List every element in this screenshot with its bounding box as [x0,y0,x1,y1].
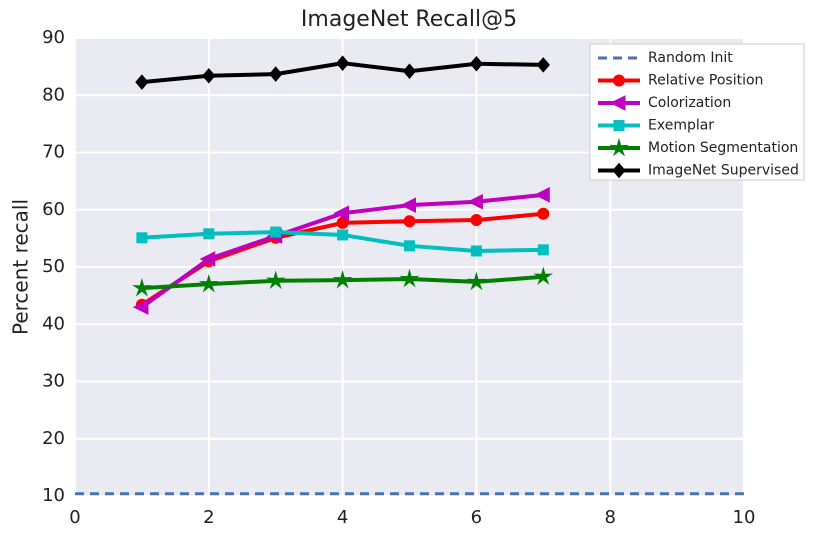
marker [534,187,550,203]
marker [335,55,350,71]
marker [337,229,349,241]
marker [400,197,416,213]
y-tick-label: 20 [42,428,65,449]
marker [613,120,625,131]
y-tick-label: 10 [42,485,65,506]
x-tick-label: 10 [733,507,756,528]
marker [270,226,282,238]
x-tick-label: 6 [471,507,482,528]
y-tick-label: 50 [42,256,65,277]
legend-label: Exemplar [648,118,714,134]
marker [265,270,286,290]
marker [136,232,148,244]
legend-label: ImageNet Supervised [648,163,799,179]
marker [269,66,283,82]
legend-label: Colorization [648,95,731,111]
legend [589,43,805,181]
marker [132,277,152,297]
y-axis-label: Percent recall [9,199,33,335]
marker [404,240,415,252]
y-tick-label: 40 [42,313,65,334]
marker [469,55,484,72]
x-tick-label: 8 [604,507,615,528]
marker [537,207,550,220]
y-tick-label: 80 [42,84,65,105]
marker [609,137,629,157]
x-tick-label: 0 [69,507,80,528]
chart-title: ImageNet Recall@5 [301,7,517,32]
marker [536,57,550,73]
marker [470,214,483,227]
x-tick-label: 2 [203,507,214,528]
x-tick-label: 4 [337,507,348,528]
legend-label: Random Init [648,50,733,66]
marker [403,215,416,228]
marker [537,244,549,256]
marker [199,273,219,293]
marker [466,271,487,291]
marker [332,269,353,289]
marker [202,68,216,84]
marker [333,205,350,221]
y-tick-label: 30 [42,371,65,392]
marker [467,193,483,210]
marker [612,162,626,179]
marker [399,268,420,288]
marker [533,266,554,286]
marker [132,299,149,315]
marker [203,228,215,240]
marker [199,251,216,267]
y-tick-label: 60 [42,199,65,220]
y-tick-label: 70 [42,142,65,163]
marker [135,74,149,90]
marker [470,245,482,257]
legend-label: Motion Segmentation [648,140,798,156]
marker [613,74,625,87]
marker [402,63,417,79]
marker [609,95,626,111]
legend-label: Relative Position [648,73,763,89]
y-tick-label: 90 [42,27,65,48]
